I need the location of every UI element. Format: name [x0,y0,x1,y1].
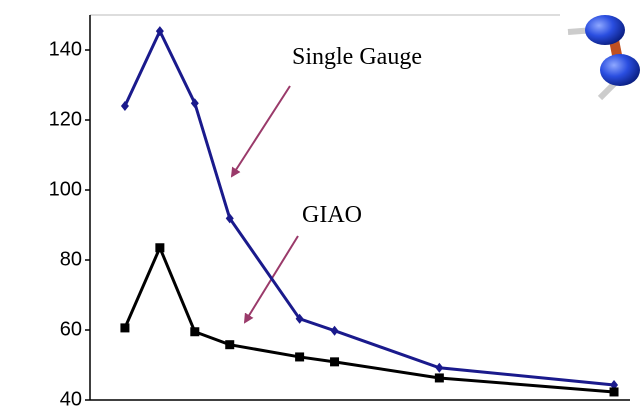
point [190,327,199,336]
y-tick-label: 80 [60,248,82,270]
point [610,387,619,396]
series-line [125,248,614,392]
chart: Single Gauge GIAO 40 60 80 100 120 140 [0,0,642,412]
y-tick-label: 140 [49,38,82,60]
y-tick-label: 120 [49,108,82,130]
y-tick-label: 100 [49,178,82,200]
point [120,323,129,332]
y-tick-label: 40 [60,388,82,410]
molecule-icon [568,15,640,98]
point [155,243,164,252]
point [435,363,443,373]
point [435,373,444,382]
page: {"chart_data": {"type": "line", "x": [1,… [0,0,642,412]
y-tick-label: 60 [60,318,82,340]
annotation-arrow [232,86,290,176]
point [225,340,234,349]
point [330,357,339,366]
point [295,352,304,361]
annotation: Single Gauge [292,44,422,70]
point [331,326,339,336]
annotation: GIAO [302,202,362,228]
